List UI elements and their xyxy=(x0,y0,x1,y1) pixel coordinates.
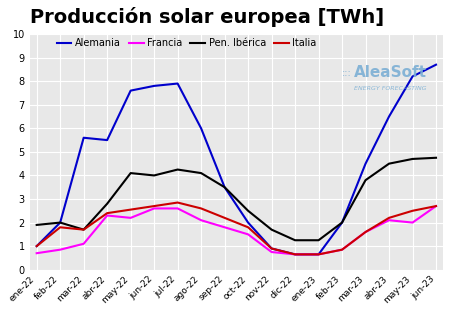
Italia xyxy=(363,230,368,234)
Francia xyxy=(410,221,415,224)
Pen. Ibérica xyxy=(152,173,157,177)
Italia xyxy=(339,248,345,251)
Alemania xyxy=(387,115,392,118)
Italia xyxy=(222,216,227,220)
Alemania xyxy=(128,89,133,92)
Alemania xyxy=(269,246,274,250)
Francia xyxy=(34,251,40,255)
Pen. Ibérica xyxy=(222,185,227,189)
Francia xyxy=(222,225,227,229)
Line: Pen. Ibérica: Pen. Ibérica xyxy=(37,158,436,240)
Alemania xyxy=(198,126,204,130)
Italia xyxy=(387,216,392,220)
Francia xyxy=(292,252,298,256)
Italia xyxy=(198,207,204,210)
Francia xyxy=(339,248,345,251)
Alemania xyxy=(104,138,110,142)
Francia xyxy=(245,232,251,236)
Francia xyxy=(387,218,392,222)
Pen. Ibérica xyxy=(175,168,180,171)
Pen. Ibérica xyxy=(34,223,40,227)
Alemania xyxy=(339,221,345,224)
Alemania xyxy=(433,63,439,66)
Alemania xyxy=(34,244,40,248)
Francia xyxy=(363,230,368,234)
Francia xyxy=(128,216,133,220)
Italia xyxy=(58,225,63,229)
Francia xyxy=(269,250,274,254)
Pen. Ibérica xyxy=(81,228,86,232)
Pen. Ibérica xyxy=(316,238,321,242)
Italia xyxy=(81,228,86,232)
Pen. Ibérica xyxy=(104,202,110,206)
Alemania xyxy=(58,221,63,224)
Pen. Ibérica xyxy=(387,162,392,166)
Italia xyxy=(245,225,251,229)
Alemania xyxy=(152,84,157,88)
Italia xyxy=(128,208,133,212)
Pen. Ibérica xyxy=(292,238,298,242)
Alemania xyxy=(245,221,251,224)
Pen. Ibérica xyxy=(433,156,439,160)
Line: Alemania: Alemania xyxy=(37,65,436,254)
Alemania xyxy=(410,75,415,78)
Francia xyxy=(104,214,110,217)
Alemania xyxy=(81,136,86,139)
Francia xyxy=(316,252,321,256)
Francia xyxy=(175,207,180,210)
Text: :::: ::: xyxy=(342,68,351,78)
Francia xyxy=(198,218,204,222)
Francia xyxy=(433,204,439,208)
Pen. Ibérica xyxy=(339,221,345,224)
Pen. Ibérica xyxy=(128,171,133,175)
Pen. Ibérica xyxy=(363,178,368,182)
Italia xyxy=(34,244,40,248)
Alemania xyxy=(292,252,298,256)
Text: Producción solar europea [TWh]: Producción solar europea [TWh] xyxy=(30,7,384,27)
Italia xyxy=(269,246,274,250)
Line: Francia: Francia xyxy=(37,206,436,254)
Pen. Ibérica xyxy=(269,228,274,232)
Francia xyxy=(152,207,157,210)
Italia xyxy=(104,211,110,215)
Pen. Ibérica xyxy=(410,157,415,161)
Pen. Ibérica xyxy=(198,171,204,175)
Alemania xyxy=(316,252,321,256)
Italia xyxy=(316,252,321,256)
Pen. Ibérica xyxy=(245,209,251,213)
Pen. Ibérica xyxy=(58,221,63,224)
Italia xyxy=(292,252,298,256)
Text: AleaSoft: AleaSoft xyxy=(354,66,427,80)
Line: Italia: Italia xyxy=(37,202,436,254)
Italia xyxy=(433,204,439,208)
Italia xyxy=(410,209,415,213)
Italia xyxy=(175,201,180,204)
Francia xyxy=(58,248,63,251)
Alemania xyxy=(175,82,180,85)
Italia xyxy=(152,204,157,208)
Alemania xyxy=(222,185,227,189)
Francia xyxy=(81,242,86,246)
Text: ENERGY FORECASTING: ENERGY FORECASTING xyxy=(354,86,427,91)
Alemania xyxy=(363,162,368,166)
Legend: Alemania, Francia, Pen. Ibérica, Italia: Alemania, Francia, Pen. Ibérica, Italia xyxy=(53,34,320,52)
